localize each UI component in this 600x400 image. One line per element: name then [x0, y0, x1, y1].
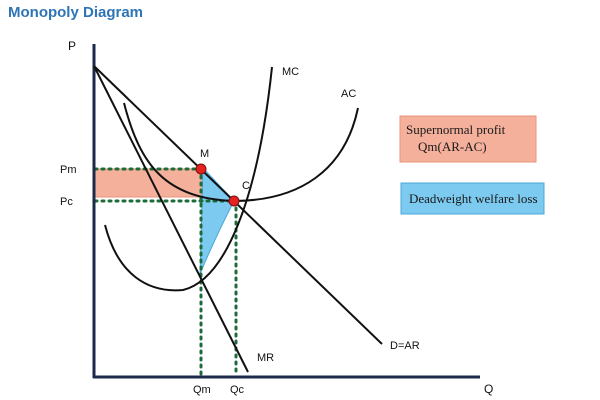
- legend-deadweight-label: Deadweight welfare loss: [409, 191, 538, 206]
- pc-label: Pc: [60, 196, 73, 208]
- mc-curve: [104, 66, 273, 292]
- x-axis-label: Q: [484, 382, 493, 396]
- legend-profit-line1: Supernormal profit: [406, 122, 506, 137]
- legend-profit-line2: Qm(AR-AC): [418, 139, 487, 154]
- legend-profit-box: [399, 115, 537, 163]
- mc-label: MC: [282, 66, 299, 78]
- point-c-label: C: [242, 180, 250, 192]
- qc-label: Qc: [230, 384, 245, 396]
- ac-label: AC: [341, 88, 356, 100]
- y-axis-label: P: [68, 39, 76, 53]
- pm-label: Pm: [60, 164, 77, 176]
- point-m-marker: [195, 163, 207, 175]
- point-m-label: M: [200, 148, 209, 160]
- legend-deadweight-box: [400, 182, 545, 215]
- mr-curve: [93, 65, 249, 373]
- qm-label: Qm: [193, 384, 211, 396]
- demand-label: D=AR: [390, 340, 420, 352]
- mr-label: MR: [257, 352, 274, 364]
- page-title: Monopoly Diagram: [8, 4, 144, 21]
- demand-curve: [93, 65, 383, 345]
- point-c-marker: [228, 195, 240, 207]
